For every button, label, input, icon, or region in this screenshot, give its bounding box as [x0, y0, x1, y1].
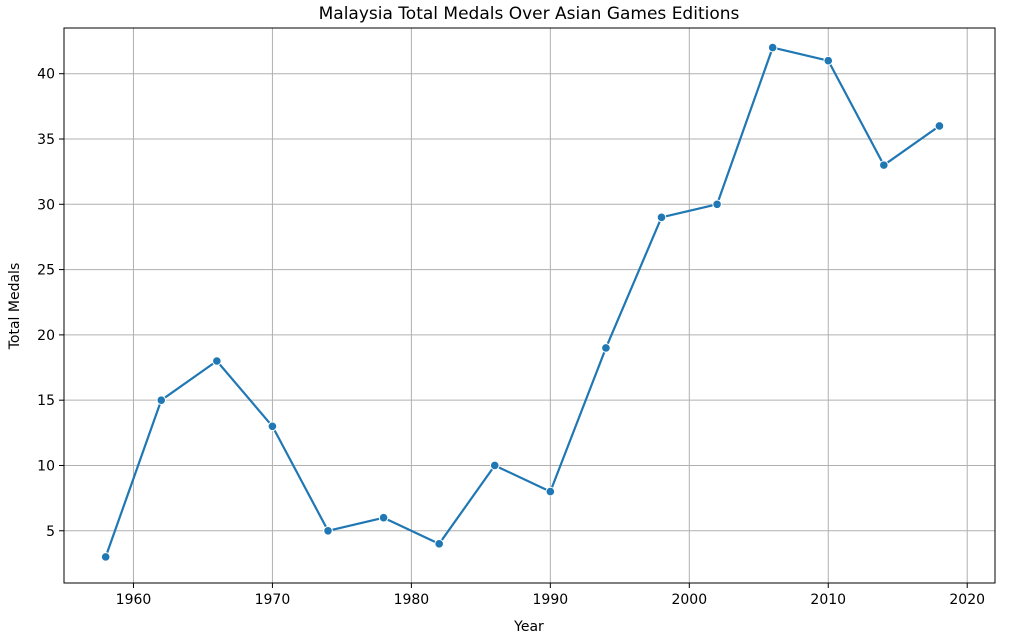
x-tick-label: 1980: [394, 592, 430, 608]
y-tick-label: 5: [46, 524, 55, 540]
data-point: [267, 421, 278, 432]
y-tick-label: 15: [37, 393, 55, 409]
data-point: [601, 343, 611, 353]
x-tick-label: 1970: [255, 592, 291, 608]
data-point: [378, 512, 389, 523]
data-point: [489, 460, 500, 471]
y-tick-label: 40: [37, 67, 55, 83]
x-tick-label: 2020: [949, 592, 985, 608]
data-point: [823, 55, 834, 66]
data-point: [100, 552, 111, 562]
x-tick-label: 1990: [533, 592, 569, 608]
data-point: [212, 356, 222, 366]
y-tick-label: 20: [37, 328, 55, 344]
grid: [64, 28, 995, 583]
x-tick-label: 2000: [671, 592, 707, 608]
chart-title: Malaysia Total Medals Over Asian Games E…: [319, 4, 740, 24]
data-point: [712, 199, 722, 210]
data-point: [656, 212, 667, 223]
plot-frame: [63, 27, 996, 584]
y-tick-label: 25: [37, 263, 55, 279]
y-axis: 5 10 15 20 25 30 35 40: [37, 67, 64, 540]
y-tick-label: 30: [37, 197, 55, 213]
data-point: [323, 525, 333, 536]
plot-area: [100, 42, 945, 562]
data-point: [434, 539, 444, 549]
data-point: [156, 395, 167, 405]
x-tick-label: 1960: [116, 592, 152, 608]
series-line: [104, 46, 941, 558]
x-axis: 1960 1970 1980 1990 2000 2010 2020: [116, 583, 985, 608]
data-point: [934, 121, 945, 131]
x-axis-label: Year: [513, 619, 544, 635]
y-tick-label: 10: [37, 458, 55, 474]
data-point: [767, 42, 778, 53]
data-point: [879, 160, 889, 170]
y-axis-label: Total Medals: [7, 263, 23, 351]
data-point: [545, 486, 556, 497]
y-tick-label: 35: [37, 132, 55, 148]
x-tick-label: 2010: [810, 592, 846, 608]
